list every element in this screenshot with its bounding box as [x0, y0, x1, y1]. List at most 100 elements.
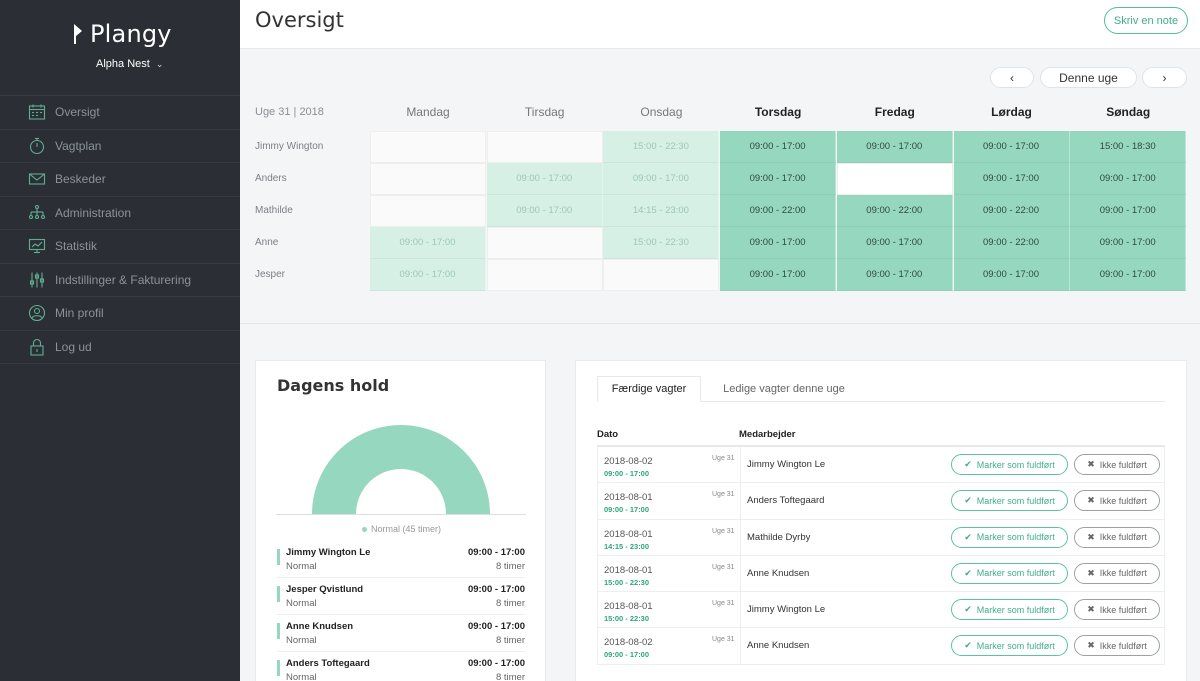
current-week-button[interactable]: Denne uge [1040, 67, 1137, 88]
mark-completed-button[interactable]: ✔ Marker som fuldført [951, 454, 1068, 475]
tab-open-shifts[interactable]: Ledige vagter denne uge [723, 383, 845, 395]
not-completed-button[interactable]: ✖ Ikke fuldført [1074, 599, 1160, 621]
mark-completed-button[interactable]: ✔ Marker som fuldført [951, 635, 1068, 657]
schedule-employee-name: Mathilde [255, 205, 293, 216]
schedule-cell[interactable]: 14:15 - 23:00 [603, 195, 720, 227]
schedule-employee-name: Jimmy Wington [255, 141, 324, 152]
shift-week: Uge 31 [712, 491, 735, 499]
shift-date: 2018-08-01 [604, 528, 653, 540]
sidebar-item-beskeder[interactable]: Beskeder [0, 163, 240, 197]
day-header: Mandag [406, 105, 450, 119]
schedule-cell[interactable]: 09:00 - 17:00 [720, 163, 837, 195]
schedule-cell[interactable] [486, 131, 603, 163]
schedule-cell[interactable] [486, 259, 603, 291]
table-row: 2018-08-01 09:00 - 17:00 Uge 31 Anders Toft… [597, 483, 1165, 520]
not-completed-button[interactable]: ✖ Ikke fuldført [1074, 454, 1160, 475]
brand-name: Plangy [90, 20, 172, 48]
schedule-cell[interactable]: 09:00 - 22:00 [720, 195, 837, 227]
not-completed-button[interactable]: ✖ Ikke fuldført [1074, 562, 1160, 584]
schedule-cell[interactable] [370, 163, 486, 195]
schedule-employee-name: Anne [255, 237, 279, 248]
team-member-hours: 8 timer [495, 561, 525, 572]
schedule-cell[interactable]: 15:00 - 18:30 [1070, 131, 1187, 163]
schedule-cell[interactable]: 09:00 - 17:00 [836, 259, 953, 291]
column-divider [740, 447, 741, 483]
sidebar-item-label: Indstillinger & Fakturering [55, 272, 192, 287]
shift-employee: Jimmy Wington Le [747, 459, 826, 470]
schedule-cell[interactable]: 09:00 - 17:00 [836, 131, 953, 163]
sidebar-item-statistik[interactable]: Statistik [0, 230, 240, 264]
hours-half-donut-chart [276, 425, 526, 515]
sidebar-nav: Oversigt Vagtplan Beskeder Administratio… [0, 95, 240, 364]
shift-time: 15:00 - 22:30 [604, 577, 650, 587]
brand-logo[interactable]: Plangy [72, 20, 172, 48]
schedule-cell[interactable] [370, 131, 486, 163]
shift-date: 2018-08-01 [604, 601, 653, 613]
close-icon: ✖ [1087, 640, 1095, 651]
schedule-cell[interactable]: 09:00 - 17:00 [953, 131, 1070, 163]
schedule-cell[interactable]: 15:00 - 22:30 [603, 227, 720, 259]
mark-completed-label: Marker som fuldført [976, 459, 1055, 470]
schedule-cell[interactable]: 09:00 - 17:00 [370, 259, 486, 291]
schedule-cell[interactable]: 09:00 - 17:00 [836, 227, 953, 259]
mark-completed-button[interactable]: ✔ Marker som fuldført [951, 526, 1068, 548]
table-row: 2018-08-01 14:15 - 23:00 Uge 31 Mathilde Dy… [597, 519, 1165, 556]
sidebar-item-indstillinger[interactable]: Indstillinger & Fakturering [0, 264, 240, 297]
envelope-icon [28, 170, 46, 188]
schedule-cell[interactable]: 09:00 - 17:00 [1070, 163, 1187, 195]
mark-completed-button[interactable]: ✔ Marker som fuldført [951, 562, 1068, 584]
schedule-cell[interactable]: 09:00 - 17:00 [953, 259, 1070, 291]
sidebar-item-vagtplan[interactable]: Vagtplan [0, 130, 240, 163]
check-icon: ✔ [964, 531, 972, 542]
schedule-cell[interactable]: 09:00 - 22:00 [836, 195, 953, 227]
todays-team-title: Dagens hold [277, 376, 390, 395]
mark-completed-button[interactable]: ✔ Marker som fuldført [951, 599, 1068, 621]
check-icon: ✔ [964, 640, 972, 651]
not-completed-button[interactable]: ✖ Ikke fuldført [1074, 490, 1160, 512]
plangy-logo-icon [74, 24, 82, 44]
schedule-cell[interactable] [486, 227, 603, 259]
sidebar-item-oversigt[interactable]: Oversigt [0, 96, 240, 130]
schedule-cell[interactable]: 09:00 - 17:00 [486, 195, 603, 227]
schedule-cell[interactable] [603, 259, 720, 291]
day-header: Lørdag [991, 105, 1032, 119]
team-member-row: Jesper Qvistlund Normal 09:00 - 17:00 8 tim… [277, 578, 525, 615]
sidebar-item-administration[interactable]: Administration [0, 197, 240, 230]
schedule-cell[interactable] [370, 195, 486, 227]
schedule-cell[interactable]: 09:00 - 17:00 [603, 163, 720, 195]
sidebar-item-label: Beskeder [55, 172, 106, 187]
team-member-hours: 8 timer [495, 635, 525, 646]
sidebar-item-min-profil[interactable]: Min profil [0, 297, 240, 331]
schedule-cell[interactable]: 09:00 - 22:00 [953, 227, 1070, 259]
sidebar-item-label: Oversigt [55, 105, 100, 120]
schedule-cell[interactable]: 09:00 - 17:00 [1070, 227, 1187, 259]
schedule-cell[interactable]: 09:00 - 17:00 [486, 163, 603, 195]
not-completed-button[interactable]: ✖ Ikke fuldført [1074, 526, 1160, 548]
schedule-cell[interactable]: 09:00 - 17:00 [720, 131, 837, 163]
schedule-cell[interactable]: 09:00 - 17:00 [953, 163, 1070, 195]
next-week-button[interactable]: › [1142, 67, 1187, 88]
legend-label: Normal (45 timer) [370, 524, 441, 534]
not-completed-button[interactable]: ✖ Ikke fuldført [1074, 635, 1160, 657]
column-divider [740, 555, 741, 592]
schedule-cell[interactable]: 09:00 - 17:00 [720, 259, 837, 291]
previous-week-button[interactable]: ‹ [990, 67, 1034, 88]
close-icon: ✖ [1087, 604, 1095, 615]
tab-completed-shifts[interactable]: Færdige vagter [597, 376, 701, 402]
schedule-cell[interactable]: 09:00 - 17:00 [720, 227, 837, 259]
close-icon: ✖ [1087, 567, 1095, 578]
schedule-cell[interactable]: 09:00 - 17:00 [1070, 259, 1187, 291]
sidebar-item-log-ud[interactable]: Log ud [0, 331, 240, 364]
schedule-cell[interactable]: 09:00 - 17:00 [370, 227, 486, 259]
schedule-cell[interactable]: 09:00 - 22:00 [953, 195, 1070, 227]
org-selector[interactable]: Alpha Nest ⌄ [96, 58, 163, 70]
schedule-cell[interactable]: 09:00 - 17:00 [1070, 195, 1187, 227]
mark-completed-button[interactable]: ✔ Marker som fuldført [951, 490, 1068, 512]
team-member-time: 09:00 - 17:00 [467, 658, 525, 669]
write-note-button[interactable]: Skriv en note [1104, 7, 1188, 34]
check-icon: ✔ [964, 495, 972, 506]
shift-time: 15:00 - 22:30 [604, 614, 650, 624]
schedule-cell[interactable] [836, 163, 953, 195]
schedule-cell[interactable]: 15:00 - 22:30 [603, 131, 720, 163]
close-icon: ✖ [1087, 459, 1095, 469]
